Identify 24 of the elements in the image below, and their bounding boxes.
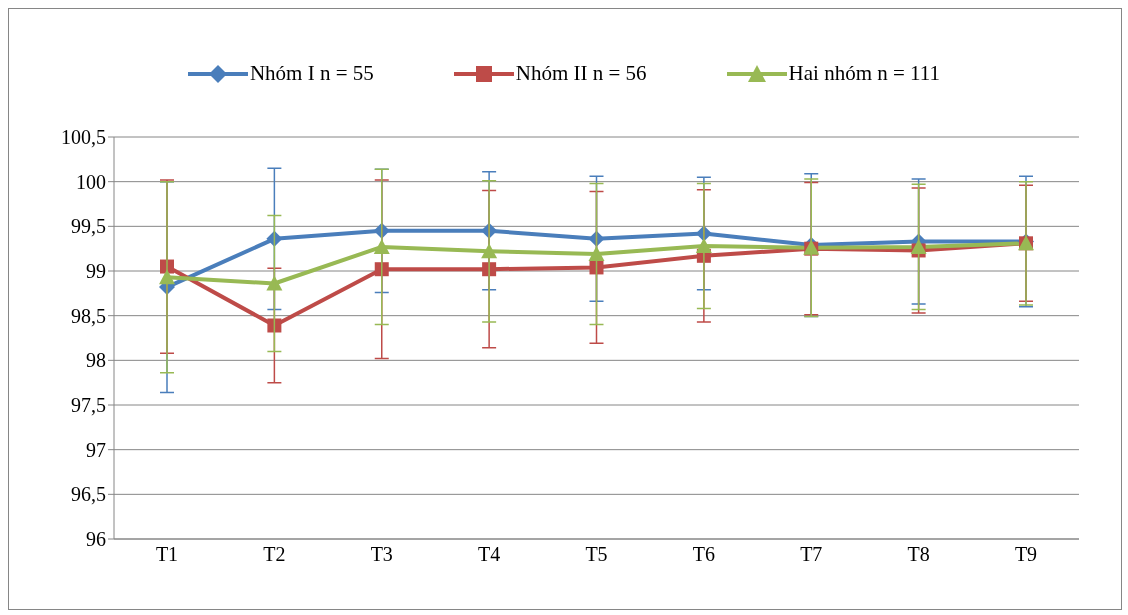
point xyxy=(266,275,283,291)
x-tick-label: T4 xyxy=(478,543,501,566)
y-tick-label: 98,5 xyxy=(71,304,106,327)
y-tick-label: 100 xyxy=(76,170,106,193)
legend-label: Hai nhóm n = 111 xyxy=(788,61,941,86)
x-tick-label: T6 xyxy=(692,543,715,566)
x-tick-label: T8 xyxy=(907,543,930,566)
y-tick-label: 96,5 xyxy=(71,483,106,506)
y-tick-label: 96 xyxy=(86,528,106,551)
point xyxy=(267,318,282,333)
y-tick-label: 97,5 xyxy=(71,394,106,417)
x-tick-label: T3 xyxy=(370,543,393,566)
y-tick-label: 100,5 xyxy=(61,126,106,149)
y-tick-label: 98 xyxy=(86,349,106,372)
y-tick-label: 99,5 xyxy=(71,215,106,238)
y-tick-label: 99 xyxy=(86,260,106,283)
x-tick-label: T2 xyxy=(263,543,286,566)
legend-label: Nhóm II n = 56 xyxy=(515,61,647,86)
legend-label: Nhóm I n = 55 xyxy=(249,61,374,86)
x-tick-label: T7 xyxy=(800,543,823,566)
x-tick-label: T1 xyxy=(155,543,179,566)
x-tick-label: T9 xyxy=(1014,543,1038,566)
x-tick-label: T5 xyxy=(585,543,608,566)
y-tick-label: 97 xyxy=(86,438,106,461)
